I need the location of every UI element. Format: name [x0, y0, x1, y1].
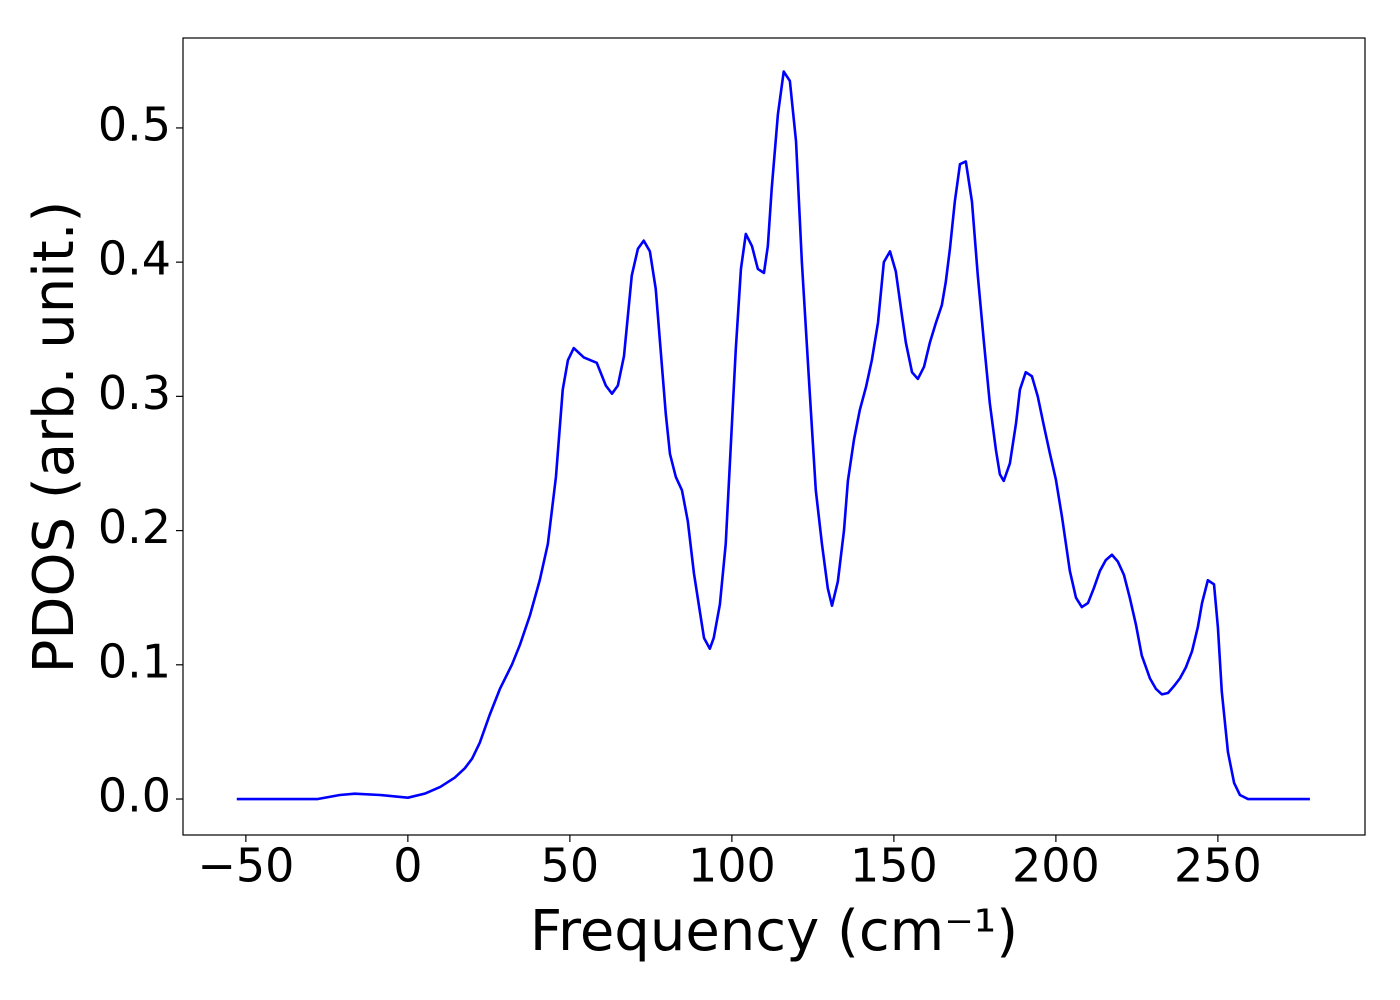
- y-tick-label: 0.5: [98, 97, 171, 151]
- x-tick-label: 0: [393, 839, 422, 893]
- y-tick-label: 0.1: [98, 634, 171, 688]
- y-axis-label: PDOS (arb. unit.): [22, 201, 87, 674]
- y-tick-label: 0.2: [98, 500, 171, 554]
- x-tick-label: −50: [197, 839, 294, 893]
- x-tick-label: 250: [1174, 839, 1262, 893]
- data-line: [236, 70, 1310, 801]
- x-tick-label: 100: [688, 839, 776, 893]
- y-tick-label: 0.0: [98, 769, 171, 823]
- x-tick-label: 150: [850, 839, 938, 893]
- x-tick-label: 200: [1012, 839, 1100, 893]
- plot-frame: [182, 37, 1366, 836]
- x-tick-label: 50: [541, 839, 600, 893]
- y-tick-label: 0.4: [98, 232, 171, 286]
- x-axis-label: Frequency (cm⁻¹): [530, 899, 1018, 964]
- y-tick-label: 0.3: [98, 366, 171, 420]
